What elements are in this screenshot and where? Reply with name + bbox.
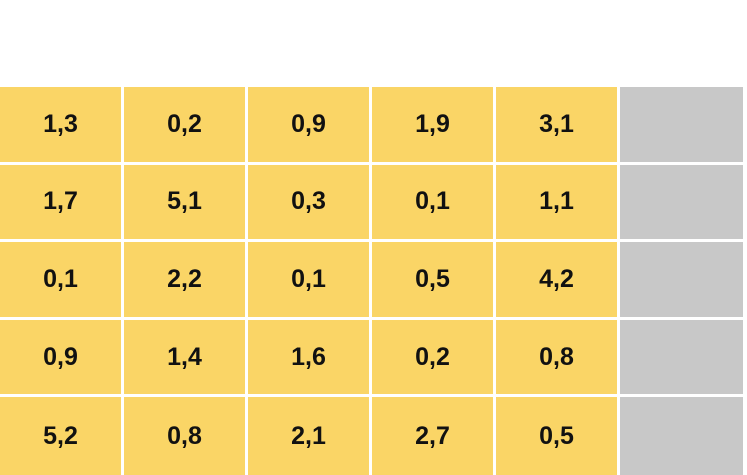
- empty-cell: [620, 319, 743, 398]
- grid-cell: 0,3: [248, 164, 372, 243]
- grid-cell: 0,5: [372, 242, 496, 320]
- value-grid: 1,3 0,2 0,9 1,9 3,1 1,7 5,1 0,3 0,1 1,1 …: [0, 87, 747, 475]
- grid-cell: 0,1: [0, 242, 124, 320]
- grid-cell: 1,3: [0, 87, 124, 165]
- empty-cell: [620, 164, 743, 243]
- grid-cell: 2,7: [372, 397, 496, 475]
- grid-cell: 1,9: [372, 87, 496, 165]
- grid-cell: 0,1: [372, 164, 496, 243]
- grid-cell: 3,1: [496, 87, 620, 165]
- empty-cell: [620, 242, 743, 320]
- grid-cell: 0,5: [496, 397, 620, 475]
- grid-cell: 5,1: [124, 164, 248, 243]
- grid-cell: 0,9: [0, 319, 124, 398]
- grid-cell: 1,6: [248, 319, 372, 398]
- grid-cell: 0,9: [248, 87, 372, 165]
- grid-cell: 2,1: [248, 397, 372, 475]
- grid-cell: 1,4: [124, 319, 248, 398]
- grid-cell: 2,2: [124, 242, 248, 320]
- empty-cell: [620, 87, 743, 165]
- grid-cell: 0,1: [248, 242, 372, 320]
- grid-cell: 4,2: [496, 242, 620, 320]
- grid-cell: 1,1: [496, 164, 620, 243]
- grid-cell: 0,8: [496, 319, 620, 398]
- grid-cell: 0,2: [124, 87, 248, 165]
- empty-cell: [620, 397, 743, 475]
- grid-cell: 5,2: [0, 397, 124, 475]
- grid-cell: 0,8: [124, 397, 248, 475]
- grid-cell: 1,7: [0, 164, 124, 243]
- grid-cell: 0,2: [372, 319, 496, 398]
